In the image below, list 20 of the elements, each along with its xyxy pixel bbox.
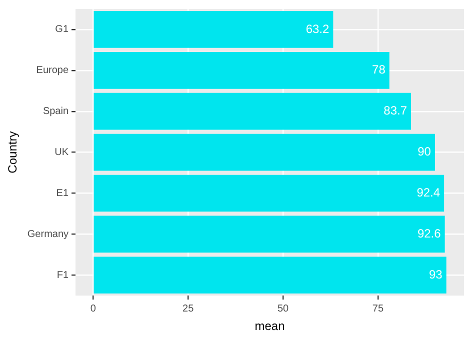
data-label: 90 [418, 144, 432, 159]
x-tick-label: 50 [277, 303, 290, 314]
data-label: 83.7 [384, 104, 408, 118]
y-tick-label: E1 [56, 188, 69, 199]
x-tick-label: 25 [182, 303, 194, 314]
data-label: 63.2 [306, 22, 330, 36]
y-tick-label: G1 [55, 24, 69, 36]
data-label: 78 [372, 62, 386, 77]
x-tick-label: 75 [372, 303, 384, 314]
y-tick-label: Spain [42, 106, 69, 118]
data-label: 92.4 [416, 186, 440, 200]
x-axis-title: mean [254, 319, 285, 334]
y-tick-label: Germany [27, 228, 69, 240]
y-tick-label: Europe [36, 65, 69, 76]
data-label: 92.6 [417, 226, 442, 240]
y-tick-label: F1 [56, 270, 69, 281]
y-axis-title: Country [6, 131, 20, 174]
data-label: 93 [428, 267, 443, 282]
x-tick-label: 0 [90, 303, 96, 314]
y-tick-label: UK [54, 147, 69, 158]
